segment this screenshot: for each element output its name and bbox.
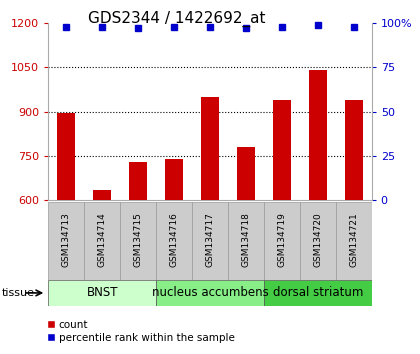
Legend: count, percentile rank within the sample: count, percentile rank within the sample [43,315,239,347]
Bar [264,202,300,280]
Bar [57,113,75,354]
Text: dorsal striatum: dorsal striatum [273,286,363,299]
Bar [309,70,327,354]
Text: GSM134719: GSM134719 [277,212,286,267]
Text: GSM134720: GSM134720 [313,212,322,267]
Bar [192,202,228,280]
Bar [84,202,120,280]
Bar [201,97,219,354]
Bar [48,280,156,306]
Bar [156,280,264,306]
Text: GSM134713: GSM134713 [62,212,71,267]
Bar [336,202,372,280]
Bar [228,202,264,280]
Text: nucleus accumbens: nucleus accumbens [152,286,268,299]
Text: GDS2344 / 1422692_at: GDS2344 / 1422692_at [88,11,265,27]
Text: GSM134718: GSM134718 [241,212,250,267]
Bar [129,162,147,354]
Text: GSM134717: GSM134717 [205,212,215,267]
Bar [93,190,111,354]
Text: GSM134715: GSM134715 [134,212,143,267]
Bar [165,159,183,354]
Bar [300,202,336,280]
Text: GSM134714: GSM134714 [98,212,107,267]
Text: GSM134721: GSM134721 [349,212,358,267]
Bar [273,100,291,354]
Bar [345,100,363,354]
Bar [264,280,372,306]
Bar [120,202,156,280]
Text: GSM134716: GSM134716 [170,212,178,267]
Bar [48,202,84,280]
Text: BNST: BNST [87,286,118,299]
Bar [156,202,192,280]
Bar [237,147,255,354]
Text: tissue: tissue [2,288,35,298]
